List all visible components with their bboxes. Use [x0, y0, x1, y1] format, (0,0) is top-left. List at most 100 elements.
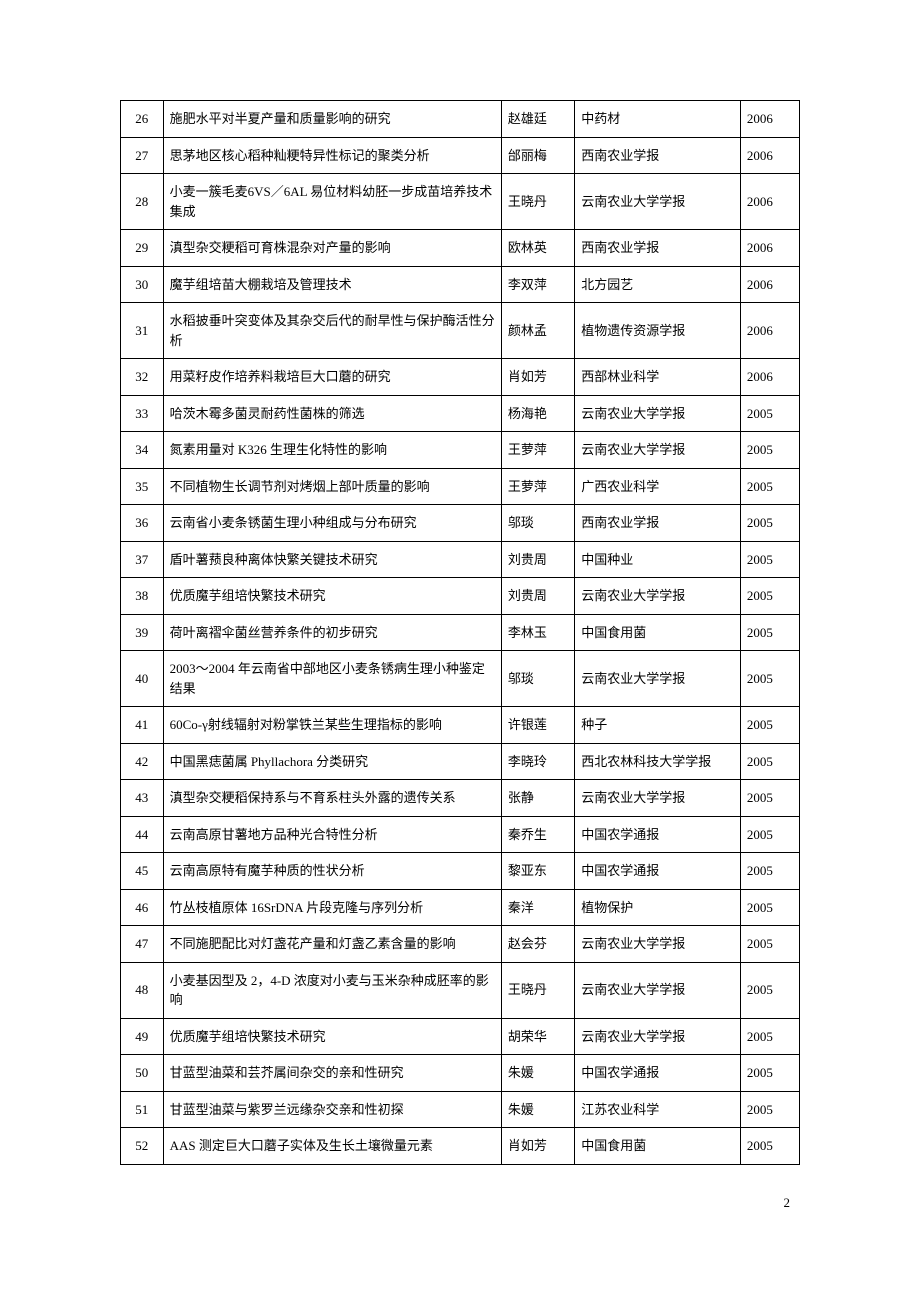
- journal-name: 中国食用菌: [575, 1128, 741, 1165]
- author-name: 朱媛: [501, 1091, 574, 1128]
- author-name: 杨海艳: [501, 395, 574, 432]
- publication-year: 2005: [740, 614, 799, 651]
- row-number: 47: [121, 926, 164, 963]
- table-row: 26施肥水平对半夏产量和质量影响的研究赵雄廷中药材2006: [121, 101, 800, 138]
- journal-name: 中国种业: [575, 541, 741, 578]
- publication-title: 哈茨木霉多菌灵耐药性菌株的筛选: [163, 395, 501, 432]
- table-row: 42中国黑痣菌属 Phyllachora 分类研究李晓玲西北农林科技大学学报20…: [121, 743, 800, 780]
- publication-year: 2005: [740, 395, 799, 432]
- publication-year: 2006: [740, 303, 799, 359]
- row-number: 48: [121, 962, 164, 1018]
- author-name: 黎亚东: [501, 853, 574, 890]
- publication-title: 云南省小麦条锈菌生理小种组成与分布研究: [163, 505, 501, 542]
- publication-title: 氮素用量对 K326 生理生化特性的影响: [163, 432, 501, 469]
- publication-year: 2005: [740, 1091, 799, 1128]
- publication-year: 2005: [740, 707, 799, 744]
- publication-title: 魔芋组培苗大棚栽培及管理技术: [163, 266, 501, 303]
- journal-name: 云南农业大学学报: [575, 578, 741, 615]
- table-row: 29滇型杂交粳稻可育株混杂对产量的影响欧林英西南农业学报2006: [121, 230, 800, 267]
- publication-year: 2006: [740, 101, 799, 138]
- row-number: 32: [121, 359, 164, 396]
- row-number: 33: [121, 395, 164, 432]
- table-row: 32用菜籽皮作培养料栽培巨大口蘑的研究肖如芳西部林业科学2006: [121, 359, 800, 396]
- table-row: 39荷叶离褶伞菌丝营养条件的初步研究李林玉中国食用菌2005: [121, 614, 800, 651]
- journal-name: 中药材: [575, 101, 741, 138]
- table-row: 50甘蓝型油菜和芸芥属间杂交的亲和性研究朱媛中国农学通报2005: [121, 1055, 800, 1092]
- journal-name: 中国农学通报: [575, 1055, 741, 1092]
- table-row: 38优质魔芋组培快繁技术研究刘贵周云南农业大学学报2005: [121, 578, 800, 615]
- author-name: 颜林孟: [501, 303, 574, 359]
- table-row: 33哈茨木霉多菌灵耐药性菌株的筛选杨海艳云南农业大学学报2005: [121, 395, 800, 432]
- author-name: 赵雄廷: [501, 101, 574, 138]
- row-number: 39: [121, 614, 164, 651]
- publication-year: 2006: [740, 137, 799, 174]
- row-number: 42: [121, 743, 164, 780]
- journal-name: 云南农业大学学报: [575, 432, 741, 469]
- author-name: 刘贵周: [501, 578, 574, 615]
- publication-title: 用菜籽皮作培养料栽培巨大口蘑的研究: [163, 359, 501, 396]
- row-number: 37: [121, 541, 164, 578]
- row-number: 41: [121, 707, 164, 744]
- row-number: 51: [121, 1091, 164, 1128]
- journal-name: 广西农业科学: [575, 468, 741, 505]
- publication-year: 2006: [740, 266, 799, 303]
- row-number: 31: [121, 303, 164, 359]
- journal-name: 中国农学通报: [575, 853, 741, 890]
- journal-name: 西部林业科学: [575, 359, 741, 396]
- journal-name: 北方园艺: [575, 266, 741, 303]
- publications-table: 26施肥水平对半夏产量和质量影响的研究赵雄廷中药材200627思茅地区核心稻种籼…: [120, 100, 800, 1165]
- author-name: 王萝萍: [501, 432, 574, 469]
- author-name: 赵会芬: [501, 926, 574, 963]
- publication-title: 甘蓝型油菜和芸芥属间杂交的亲和性研究: [163, 1055, 501, 1092]
- row-number: 35: [121, 468, 164, 505]
- publication-year: 2005: [740, 541, 799, 578]
- journal-name: 云南农业大学学报: [575, 926, 741, 963]
- page-number: 2: [120, 1195, 800, 1211]
- publication-title: 小麦基因型及 2，4-D 浓度对小麦与玉米杂种成胚率的影响: [163, 962, 501, 1018]
- journal-name: 江苏农业科学: [575, 1091, 741, 1128]
- table-row: 31水稻披垂叶突变体及其杂交后代的耐旱性与保护酶活性分析颜林孟植物遗传资源学报2…: [121, 303, 800, 359]
- row-number: 49: [121, 1018, 164, 1055]
- author-name: 肖如芳: [501, 359, 574, 396]
- publication-year: 2005: [740, 816, 799, 853]
- row-number: 40: [121, 651, 164, 707]
- publication-title: 荷叶离褶伞菌丝营养条件的初步研究: [163, 614, 501, 651]
- author-name: 刘贵周: [501, 541, 574, 578]
- row-number: 29: [121, 230, 164, 267]
- journal-name: 西北农林科技大学学报: [575, 743, 741, 780]
- author-name: 朱媛: [501, 1055, 574, 1092]
- table-row: 402003～2004 年云南省中部地区小麦条锈病生理小种鉴定结果邬琰云南农业大…: [121, 651, 800, 707]
- journal-name: 中国农学通报: [575, 816, 741, 853]
- table-row: 52AAS 测定巨大口蘑子实体及生长土壤微量元素肖如芳中国食用菌2005: [121, 1128, 800, 1165]
- publication-year: 2006: [740, 230, 799, 267]
- table-row: 4160Co-γ射线辐射对粉掌铁兰某些生理指标的影响许银莲种子2005: [121, 707, 800, 744]
- table-row: 47不同施肥配比对灯盏花产量和灯盏乙素含量的影响赵会芬云南农业大学学报2005: [121, 926, 800, 963]
- publication-title: 水稻披垂叶突变体及其杂交后代的耐旱性与保护酶活性分析: [163, 303, 501, 359]
- journal-name: 西南农业学报: [575, 505, 741, 542]
- publication-year: 2005: [740, 780, 799, 817]
- publication-title: 优质魔芋组培快繁技术研究: [163, 578, 501, 615]
- author-name: 王萝萍: [501, 468, 574, 505]
- table-row: 37盾叶薯蓣良种离体快繁关键技术研究刘贵周中国种业2005: [121, 541, 800, 578]
- row-number: 30: [121, 266, 164, 303]
- publication-year: 2005: [740, 853, 799, 890]
- journal-name: 云南农业大学学报: [575, 1018, 741, 1055]
- author-name: 邬琰: [501, 505, 574, 542]
- publication-title: 不同植物生长调节剂对烤烟上部叶质量的影响: [163, 468, 501, 505]
- table-row: 48小麦基因型及 2，4-D 浓度对小麦与玉米杂种成胚率的影响王晓丹云南农业大学…: [121, 962, 800, 1018]
- journal-name: 植物遗传资源学报: [575, 303, 741, 359]
- author-name: 胡荣华: [501, 1018, 574, 1055]
- publication-year: 2005: [740, 926, 799, 963]
- publication-year: 2005: [740, 1055, 799, 1092]
- publication-title: 不同施肥配比对灯盏花产量和灯盏乙素含量的影响: [163, 926, 501, 963]
- journal-name: 西南农业学报: [575, 137, 741, 174]
- table-row: 36云南省小麦条锈菌生理小种组成与分布研究邬琰西南农业学报2005: [121, 505, 800, 542]
- publication-year: 2006: [740, 359, 799, 396]
- journal-name: 西南农业学报: [575, 230, 741, 267]
- author-name: 秦乔生: [501, 816, 574, 853]
- author-name: 王晓丹: [501, 174, 574, 230]
- publication-year: 2005: [740, 1018, 799, 1055]
- row-number: 27: [121, 137, 164, 174]
- publication-year: 2005: [740, 505, 799, 542]
- table-row: 27思茅地区核心稻种籼粳特异性标记的聚类分析邰丽梅西南农业学报2006: [121, 137, 800, 174]
